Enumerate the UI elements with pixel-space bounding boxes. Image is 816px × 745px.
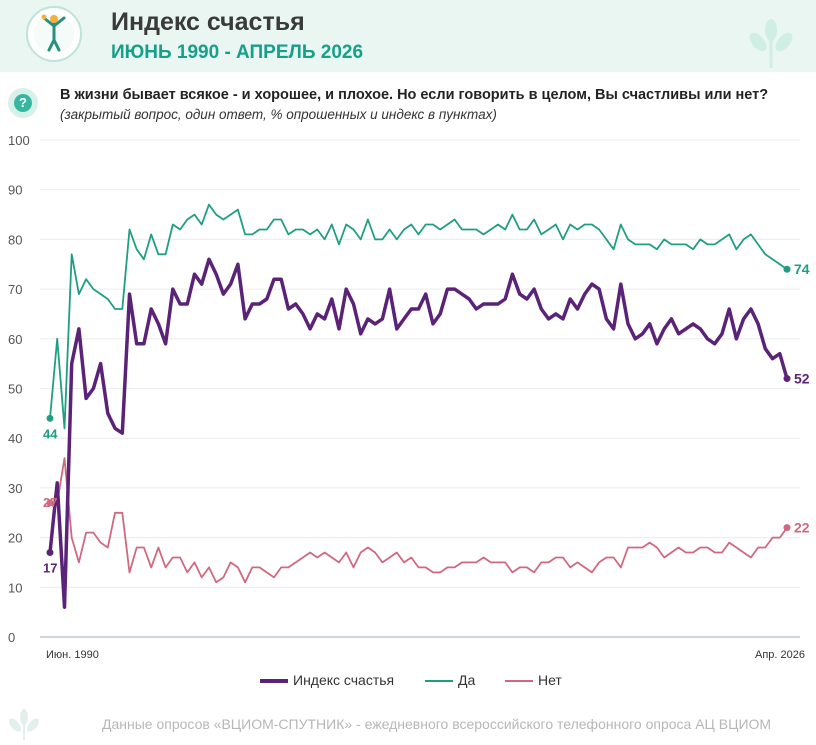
y-tick-label: 80 xyxy=(8,232,22,247)
chart-endpoints xyxy=(46,265,791,557)
series-line-index xyxy=(48,257,789,609)
start-label-index: 17 xyxy=(43,561,57,576)
start-label-no: 27 xyxy=(43,495,57,510)
end-point-index xyxy=(783,375,791,383)
y-tick-label: 50 xyxy=(8,382,22,397)
start-point-no xyxy=(46,499,54,507)
y-tick-label: 100 xyxy=(8,133,30,148)
legend-label-yes: Да xyxy=(458,672,476,688)
question-icon: ? xyxy=(8,88,38,118)
start-point-index xyxy=(46,549,54,557)
end-label-index: 52 xyxy=(794,371,810,387)
y-tick-label: 40 xyxy=(8,431,22,446)
happy-person-logo-icon xyxy=(26,6,82,62)
series-line-no xyxy=(49,457,788,584)
y-tick-label: 70 xyxy=(8,282,22,297)
footer-leaf-icon xyxy=(4,708,44,745)
end-label-yes: 74 xyxy=(794,261,810,277)
y-tick-label: 10 xyxy=(8,580,22,595)
x-tick-label-start: Июн. 1990 xyxy=(46,649,99,661)
page-title: Индекс счастья xyxy=(111,8,305,36)
legend-label-index: Индекс счастья xyxy=(293,672,395,688)
leaf-decoration-icon xyxy=(736,18,806,73)
x-tick-label-end: Апр. 2026 xyxy=(755,649,805,661)
y-axis-tick-labels: 0 10 20 30 40 50 60 70 80 90 100 xyxy=(8,133,30,645)
y-tick-label: 0 xyxy=(8,630,15,645)
page-subtitle: ИЮНЬ 1990 - АПРЕЛЬ 2026 xyxy=(111,42,364,63)
chart-series xyxy=(48,203,789,609)
legend-label-no: Нет xyxy=(538,672,562,688)
x-axis-tick-labels: Июн. 1990 Апр. 2026 xyxy=(46,649,805,661)
y-tick-label: 20 xyxy=(8,531,22,546)
y-tick-label: 90 xyxy=(8,183,22,198)
y-tick-label: 60 xyxy=(8,332,22,347)
series-line-yes xyxy=(49,203,788,430)
header-banner: Индекс счастья ИЮНЬ 1990 - АПРЕЛЬ 2026 xyxy=(0,0,816,72)
legend-item-yes: Да xyxy=(425,672,475,688)
happiness-chart: 0 10 20 30 40 50 60 70 80 90 100 Июн. 1990 Апр. 202… xyxy=(8,133,810,661)
chart-endpoint-labels: 27 22 44 74 17 52 xyxy=(43,261,810,575)
footer-source: Данные опросов «ВЦИОМ-СПУТНИК» - ежеднев… xyxy=(102,716,772,732)
end-point-no xyxy=(783,524,791,532)
y-tick-label: 30 xyxy=(8,481,22,496)
legend-swatch-index xyxy=(260,679,288,684)
start-label-yes: 44 xyxy=(43,426,58,441)
end-label-no: 22 xyxy=(794,520,810,536)
start-point-yes xyxy=(46,414,54,422)
legend-swatch-yes xyxy=(425,680,453,683)
end-point-yes xyxy=(783,265,791,273)
legend-item-index: Индекс счастья xyxy=(260,672,394,688)
legend-swatch-no xyxy=(505,680,533,683)
legend-item-no: Нет xyxy=(505,672,562,688)
question-note: (закрытый вопрос, один ответ, % опрошенн… xyxy=(60,107,497,122)
chart-grid xyxy=(40,139,800,638)
question-text: В жизни бывает всякое - и хорошее, и пло… xyxy=(60,87,769,103)
